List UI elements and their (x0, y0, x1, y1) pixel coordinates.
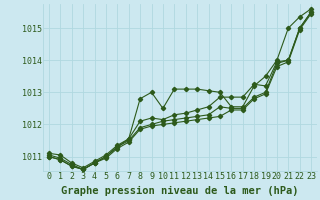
X-axis label: Graphe pression niveau de la mer (hPa): Graphe pression niveau de la mer (hPa) (61, 186, 299, 196)
